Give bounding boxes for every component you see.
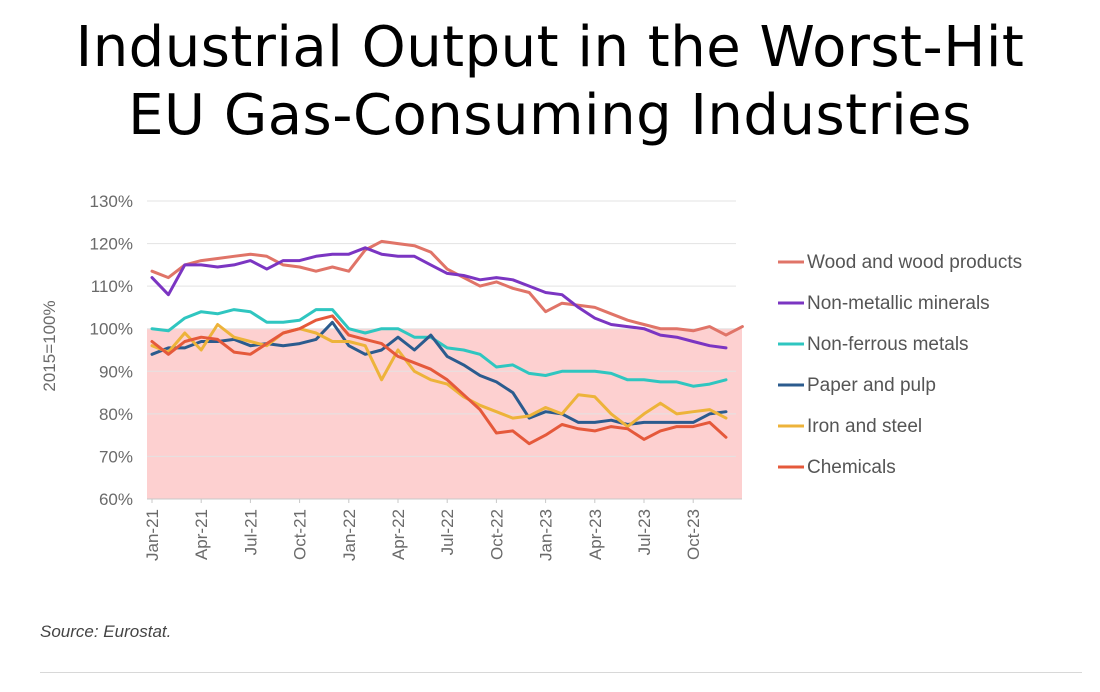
chart-title: Industrial Output in the Worst-Hit EU Ga… [0,14,1100,150]
series-line [150,308,728,388]
x-tick-label: Apr-22 [389,509,408,560]
series-line [150,246,728,350]
y-tick-label: 120% [90,235,133,254]
legend-label: Paper and pulp [807,375,936,396]
series-line [150,314,728,446]
legend-label: Wood and wood products [807,252,1022,273]
x-tick-label: Oct-21 [291,509,310,560]
y-axis-label: 2015=100% [40,300,59,391]
x-tick-label: Oct-22 [487,509,506,560]
legend-label: Iron and steel [807,416,922,437]
y-tick-label: 90% [99,362,133,381]
source-note: Source: Eurostat. [40,622,172,641]
legend-label: Non-metallic minerals [807,293,990,314]
x-tick-label: Apr-21 [192,509,211,560]
x-tick-label: Jan-22 [340,509,359,561]
series-line [150,323,728,429]
y-tick-label: 110% [91,277,133,296]
x-tick-label: Oct-23 [684,509,703,560]
chart-title-line-2: EU Gas-Consuming Industries [128,83,972,148]
line-chart: 60% 70% 80% 90% 100% 110% 120% 130% Jan-21 Apr-21… [40,192,1022,561]
chart-title-line-1: Industrial Output in the Worst-Hit [75,15,1025,80]
series-line [150,239,744,337]
y-tick-label: 130% [90,192,133,211]
y-tick-label: 80% [99,405,133,424]
x-tick-label: Jul-21 [241,509,260,555]
legend-label: Non-ferrous metals [807,334,969,355]
x-tick-label: Jul-22 [438,509,457,555]
y-tick-label: 70% [99,447,133,466]
legend-label: Chemicals [807,457,896,478]
x-tick-label: Apr-23 [586,509,605,560]
y-tick-label: 100% [90,320,133,339]
y-tick-label: 60% [99,490,133,509]
x-tick-label: Jan-23 [537,509,556,561]
x-tick-label: Jan-21 [143,509,162,561]
x-tick-label: Jul-23 [635,509,654,555]
bottom-divider [40,672,1082,673]
